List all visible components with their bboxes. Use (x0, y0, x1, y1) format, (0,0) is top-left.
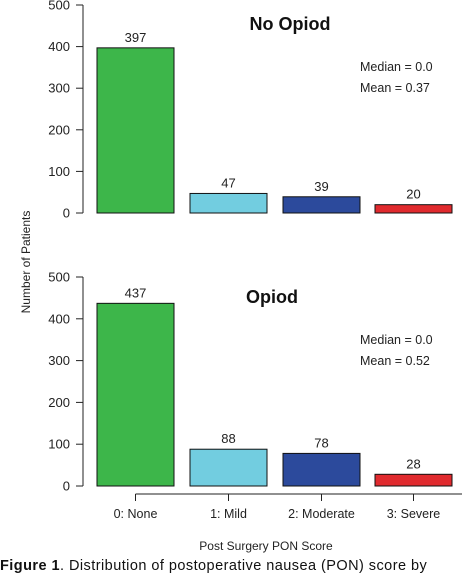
median-annotation: Median = 0.0 (360, 333, 433, 347)
bar-value-label: 88 (221, 431, 235, 446)
y-tick-label-200: 200 (48, 395, 70, 410)
panel-opioid: 0 100 200 300 400 500 0: None 1: Mild 2: Moderat… (48, 270, 462, 521)
x-tick-label-0-none: 0: None (114, 507, 158, 521)
bar-3-severe (374, 204, 453, 214)
bar-value-label: 39 (314, 179, 328, 194)
x-tick-label-3-severe: 3: Severe (387, 507, 441, 521)
y-tick-label-500: 500 (48, 270, 70, 285)
y-tick-label-100: 100 (48, 437, 70, 452)
y-tick-label-0: 0 (63, 206, 70, 221)
x-tick-label-1-mild: 1: Mild (210, 507, 247, 521)
median-annotation: Median = 0.0 (360, 60, 433, 74)
bar-value-label: 78 (314, 435, 328, 450)
mean-annotation: Mean = 0.52 (360, 354, 430, 368)
bar-value-label: 397 (125, 30, 147, 45)
caption-label: Figure 1 (0, 558, 60, 574)
bar-1-mild (189, 192, 268, 214)
caption-text: . Distribution of postoperative nausea (… (60, 558, 428, 574)
bar-value-label: 20 (406, 187, 420, 202)
bar-value-label: 28 (406, 456, 420, 471)
x-tick-label-2-moderate: 2: Moderate (288, 507, 355, 521)
y-tick-label-200: 200 (48, 122, 70, 137)
bar-2-moderate (282, 452, 361, 487)
y-tick-label-500: 500 (48, 0, 70, 13)
figure-caption: Figure 1. Distribution of postoperative … (0, 558, 474, 574)
bar-0-none (96, 302, 175, 487)
y-tick-label-300: 300 (48, 81, 70, 96)
bar-3-severe (374, 473, 453, 487)
y-axis-label: Number of Patients (19, 211, 33, 314)
y-tick-label-400: 400 (48, 311, 70, 326)
mean-annotation: Mean = 0.37 (360, 81, 430, 95)
x-axis-label: Post Surgery PON Score (199, 539, 333, 553)
panel-no-opioid: 0 100 200 300 400 500 397 47 39 20 No Opiod Median … (48, 0, 453, 221)
chart-title: No Opiod (250, 14, 331, 34)
bar-1-mild (189, 448, 268, 487)
bar-value-label: 47 (221, 175, 235, 190)
y-tick-label-400: 400 (48, 39, 70, 54)
y-tick-label-300: 300 (48, 353, 70, 368)
y-tick-label-100: 100 (48, 164, 70, 179)
y-tick-label-0: 0 (63, 479, 70, 494)
bar-0-none (96, 47, 175, 214)
chart-title: Opiod (246, 287, 298, 307)
bar-2-moderate (282, 196, 361, 214)
bar-value-label: 437 (125, 285, 147, 300)
